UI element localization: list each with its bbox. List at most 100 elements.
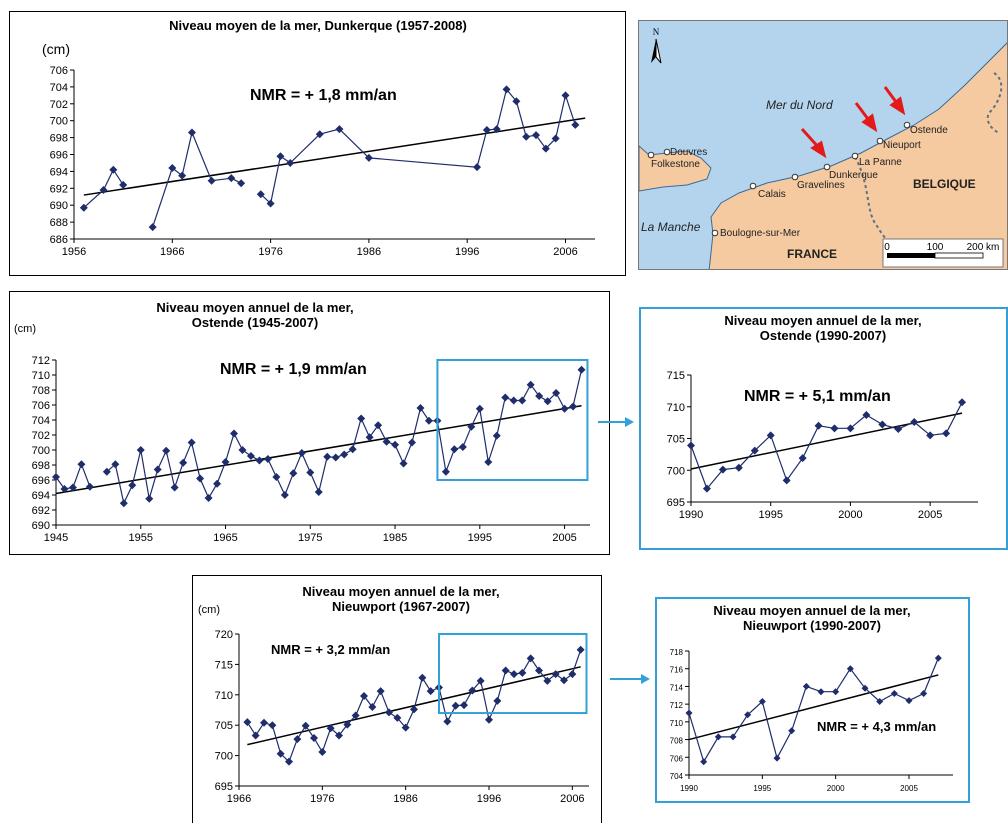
data-point: [128, 481, 136, 489]
data-point: [318, 748, 326, 756]
chart-dunkerque: Niveau moyen de la mer, Dunkerque (1957-…: [9, 11, 626, 276]
data-point: [208, 177, 216, 185]
data-point: [484, 458, 492, 466]
data-point: [238, 446, 246, 454]
chart-nieuwport-full: Niveau moyen annuel de la mer, Nieuwport …: [192, 575, 602, 823]
data-point: [137, 446, 145, 454]
y-tick-label: 712: [670, 701, 684, 710]
x-tick-label: 2005: [552, 532, 576, 544]
chart-title-line: Niveau moyen annuel de la mer,: [156, 300, 353, 315]
chart-title-line: Ostende (1990-2007): [760, 328, 886, 343]
x-tick-label: 1965: [213, 532, 237, 544]
series-line: [689, 658, 938, 762]
y-tick-label: 718: [670, 648, 684, 657]
town-folkestone: Folkestone: [651, 159, 700, 170]
trend-line: [84, 118, 585, 195]
data-point: [942, 429, 950, 437]
x-tick-label: 1945: [44, 532, 68, 544]
chart-title-line: Nieuwport (1967-2007): [332, 599, 470, 614]
data-point: [686, 710, 693, 717]
data-point: [145, 495, 153, 503]
data-point: [473, 163, 481, 171]
y-axis-label: (cm): [14, 323, 36, 335]
data-point: [149, 223, 157, 231]
scale-100: 100: [927, 242, 944, 253]
y-tick-label: 686: [50, 234, 68, 246]
y-tick-label: 702: [50, 99, 68, 111]
scale-200: 200 km: [967, 242, 1000, 253]
y-tick-label: 704: [670, 772, 684, 781]
data-point: [302, 722, 310, 730]
y-tick-label: 715: [215, 659, 233, 671]
chart-title-line: Niveau moyen annuel de la mer,: [302, 584, 499, 599]
y-tick-label: 695: [215, 781, 233, 793]
series-line: [153, 133, 242, 228]
trend-annotation: NMR = + 5,1 mm/an: [744, 388, 891, 405]
data-point: [276, 152, 284, 160]
data-point: [958, 398, 966, 406]
chart-title-line: Ostende (1945-2007): [192, 315, 318, 330]
y-tick-label: 708: [670, 737, 684, 746]
x-tick-label: 1996: [455, 246, 479, 258]
chart-title-line: Niveau moyen de la mer, Dunkerque (1957-…: [169, 18, 467, 33]
y-tick-label: 706: [670, 754, 684, 763]
x-tick-label: 1990: [679, 509, 703, 521]
data-point: [577, 646, 585, 654]
data-point: [799, 454, 807, 462]
zoom-arrow-ostende: [596, 412, 636, 432]
y-tick-label: 688: [50, 217, 68, 229]
north-label: N: [653, 27, 660, 37]
data-point: [501, 394, 509, 402]
data-point: [476, 405, 484, 413]
data-point: [293, 735, 301, 743]
data-point: [252, 732, 260, 740]
x-tick-label: 2005: [918, 509, 942, 521]
data-point: [188, 439, 196, 447]
y-tick-label: 700: [50, 116, 68, 128]
data-point: [281, 491, 289, 499]
data-point: [408, 439, 416, 447]
y-tick-label: 700: [32, 445, 50, 457]
y-tick-label: 716: [670, 666, 684, 675]
x-tick-label: 2000: [827, 784, 845, 793]
chart-ostende-zoom-svg: Niveau moyen annuel de la mer,Ostende (1…: [641, 309, 1006, 548]
x-tick-label: 1966: [160, 246, 184, 258]
data-point: [443, 718, 451, 726]
data-point: [391, 441, 399, 449]
data-point: [120, 499, 128, 507]
data-point: [532, 131, 540, 139]
data-point: [332, 454, 340, 462]
x-tick-label: 2000: [838, 509, 862, 521]
zoom-arrow-nieuwport: [608, 669, 652, 689]
x-tick-label: 1956: [62, 246, 86, 258]
town-boulogne: Boulogne-sur-Mer: [720, 228, 801, 239]
y-tick-label: 715: [667, 370, 685, 382]
data-point: [442, 468, 450, 476]
sea-north-label: Mer du Nord: [766, 98, 833, 112]
y-tick-label: 708: [32, 385, 50, 397]
x-tick-label: 1990: [680, 784, 698, 793]
y-tick-label: 710: [32, 370, 50, 382]
y-tick-label: 720: [215, 629, 233, 641]
x-tick-label: 1995: [758, 509, 782, 521]
town-la-panne: La Panne: [859, 157, 902, 168]
data-point: [357, 415, 365, 423]
chart-title-line: Nieuwport (1990-2007): [743, 618, 881, 633]
data-point: [518, 397, 526, 405]
x-tick-label: 1976: [258, 246, 282, 258]
data-point: [289, 469, 297, 477]
x-tick-label: 1996: [477, 793, 501, 805]
data-point: [510, 670, 518, 678]
data-point: [878, 421, 886, 429]
y-tick-label: 706: [32, 400, 50, 412]
y-tick-label: 698: [32, 460, 50, 472]
y-tick-label: 705: [667, 434, 685, 446]
town-gravelines: Gravelines: [797, 180, 845, 191]
y-tick-label: 696: [50, 150, 68, 162]
data-point: [162, 447, 170, 455]
data-point: [459, 443, 467, 451]
data-point: [196, 475, 204, 483]
data-point: [188, 129, 196, 137]
data-point: [260, 719, 268, 727]
data-point: [237, 179, 245, 187]
